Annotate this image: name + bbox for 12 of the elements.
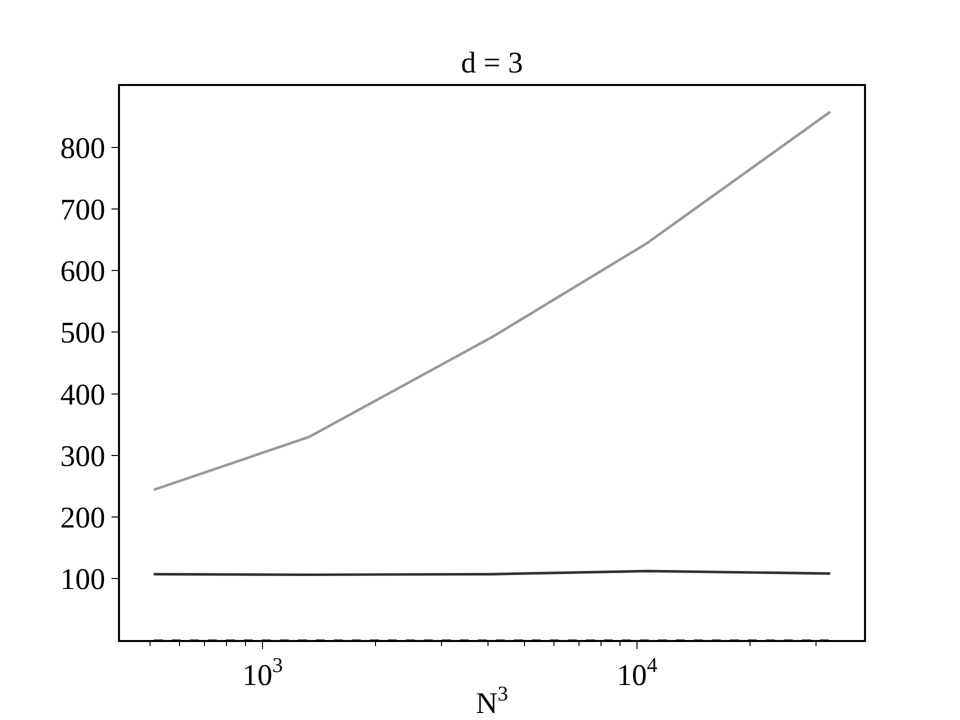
y-tick-label: 300 bbox=[60, 440, 106, 473]
y-tick-label: 800 bbox=[60, 132, 106, 166]
y-tick-label: 100 bbox=[60, 562, 106, 596]
y-tick-label: 500 bbox=[60, 316, 106, 350]
x-axis-title: N$^{3}$ bbox=[476, 681, 508, 720]
y-tick-label: 600 bbox=[60, 255, 106, 288]
y-tick-label: 700 bbox=[60, 194, 106, 227]
y-tick-label: 200 bbox=[60, 501, 106, 534]
chart-title: d = 3 bbox=[461, 46, 523, 80]
y-tick-label: 400 bbox=[60, 378, 106, 412]
x-tick-label: 10$^{4}$ bbox=[616, 653, 658, 692]
x-tick-label: 10$^{3}$ bbox=[242, 653, 283, 692]
